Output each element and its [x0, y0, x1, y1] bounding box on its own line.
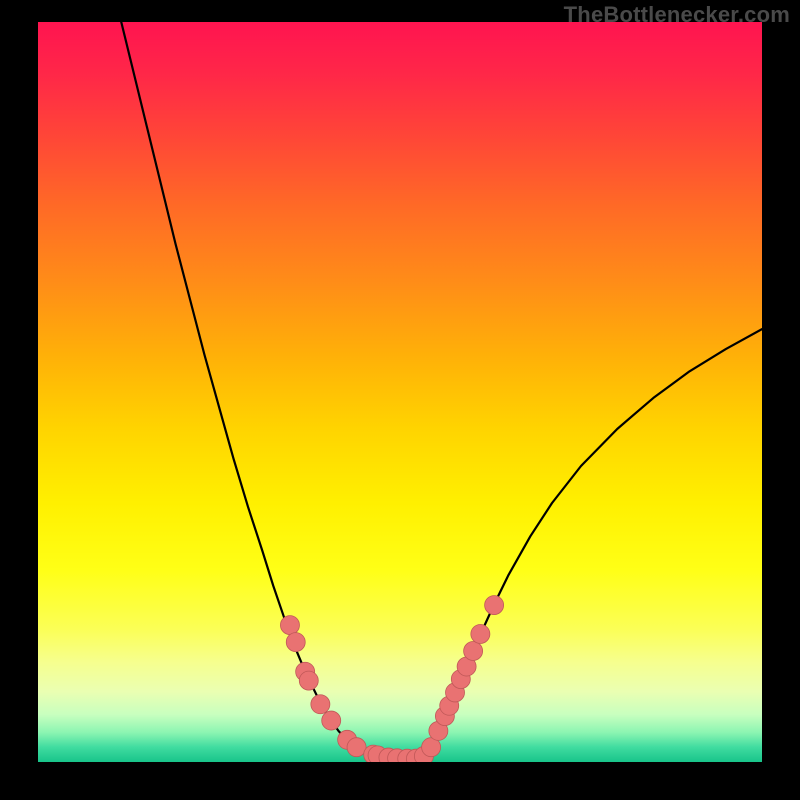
- plot-background: [38, 22, 762, 762]
- data-marker: [280, 616, 299, 635]
- data-marker: [347, 738, 366, 757]
- chart-root: TheBottlenecker.com: [0, 0, 800, 800]
- data-marker: [471, 624, 490, 643]
- data-marker: [286, 633, 305, 652]
- data-marker: [322, 711, 341, 730]
- watermark-text: TheBottlenecker.com: [564, 2, 790, 28]
- data-marker: [485, 596, 504, 615]
- plot-svg: [0, 0, 800, 800]
- data-marker: [299, 671, 318, 690]
- data-marker: [311, 695, 330, 714]
- data-marker: [464, 642, 483, 661]
